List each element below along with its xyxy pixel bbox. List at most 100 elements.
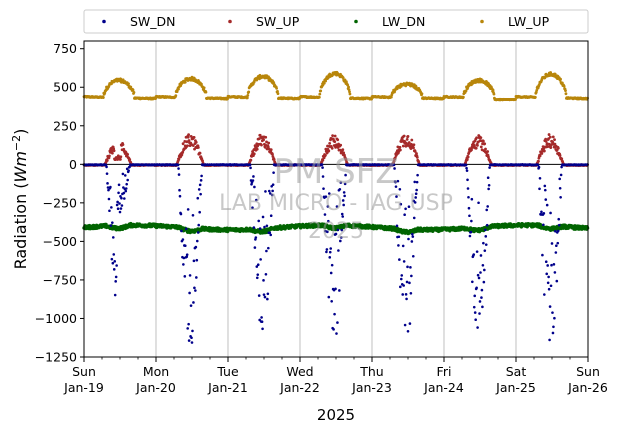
lw-up-point <box>492 92 496 96</box>
sw-dn-point <box>406 330 410 333</box>
sw-up-point <box>108 154 111 158</box>
sw-dn-point <box>342 191 346 194</box>
lw-up-point <box>132 90 136 94</box>
sw-dn-point <box>261 215 265 219</box>
sw-dn-point <box>333 312 336 316</box>
sw-up-point <box>185 140 189 144</box>
sw-dn-point <box>543 293 546 296</box>
sw-dn-point <box>327 219 330 223</box>
sw-dn-point <box>128 165 131 169</box>
sw-dn-point <box>410 240 414 243</box>
sw-dn-point <box>335 205 339 208</box>
sw-dn-point <box>124 187 128 190</box>
sw-dn-point <box>559 173 563 177</box>
sw-dn-point <box>196 231 200 234</box>
lw-up-point <box>200 82 203 86</box>
sw-dn-point <box>269 214 273 217</box>
sw-dn-point <box>397 244 400 247</box>
sw-up-point <box>465 158 469 161</box>
lw-up-point <box>348 92 352 96</box>
sw-dn-point <box>340 212 344 216</box>
sw-dn-point <box>116 207 120 210</box>
sw-dn-point <box>182 263 185 266</box>
sw-up-point <box>185 144 189 148</box>
sw-dn-point <box>555 279 559 283</box>
lw-up-point <box>276 90 279 93</box>
lw-up-point <box>246 93 250 97</box>
sw-dn-point <box>474 318 477 322</box>
sw-up-point <box>402 134 406 138</box>
sw-dn-point <box>486 176 490 179</box>
sw-dn-point <box>337 249 340 252</box>
sw-dn-point <box>485 223 489 227</box>
sw-dn-point <box>192 301 195 304</box>
lw-up-point <box>564 92 568 96</box>
lw-up-point <box>559 77 562 81</box>
sw-dn-point <box>178 194 182 198</box>
sw-dn-point <box>265 224 269 228</box>
sw-dn-point <box>339 236 343 239</box>
sw-dn-point <box>267 189 271 193</box>
lw-up-point <box>514 98 517 101</box>
legend-label: LW_UP <box>508 14 550 29</box>
sw-up-point <box>267 141 271 145</box>
sw-dn-point <box>120 204 124 207</box>
x-tick-date: Jan-22 <box>279 380 320 395</box>
lw-up-point <box>275 86 278 90</box>
sw-up-point <box>405 138 409 141</box>
sw-up-point <box>553 142 557 146</box>
sw-up-point <box>415 152 418 155</box>
sw-dn-point <box>487 187 490 191</box>
sw-up-point <box>474 146 478 150</box>
sw-dn-point <box>256 273 260 276</box>
x-tick-date: Jan-26 <box>567 380 608 395</box>
y-axis-label: Radiation (Wm−2) <box>10 129 30 270</box>
sw-dn-point <box>109 185 112 189</box>
sw-dn-point <box>254 236 258 239</box>
sw-dn-point <box>343 182 347 186</box>
sw-dn-point <box>336 228 340 232</box>
sw-dn-point <box>109 224 113 227</box>
sw-up-point <box>264 135 268 139</box>
sw-dn-point <box>556 229 560 233</box>
sw-dn-point <box>465 169 469 172</box>
sw-dn-point <box>107 188 110 192</box>
sw-dn-point <box>469 230 473 234</box>
sw-dn-point <box>476 326 479 329</box>
sw-dn-point <box>412 216 416 220</box>
sw-dn-point <box>271 183 275 186</box>
sw-dn-point <box>114 275 118 279</box>
sw-up-point <box>404 141 408 145</box>
sw-up-point <box>105 159 109 162</box>
sw-dn-point <box>118 202 121 205</box>
sw-up-point <box>407 141 411 144</box>
sw-dn-point <box>188 274 192 277</box>
sw-dn-point <box>195 239 199 243</box>
sw-dn-point <box>545 203 549 207</box>
sw-dn-point <box>251 206 254 209</box>
sw-up-point <box>475 136 479 140</box>
lw-up-point <box>347 85 350 89</box>
sw-dn-point <box>107 197 111 201</box>
sw-dn-point <box>340 228 344 232</box>
lw-up-point <box>276 92 280 96</box>
sw-dn-point <box>125 182 129 186</box>
sw-dn-point <box>323 213 327 216</box>
sw-dn-point <box>328 256 332 259</box>
sw-dn-point <box>271 189 274 193</box>
sw-dn-point <box>120 196 123 200</box>
sw-dn-point <box>265 249 268 253</box>
sw-dn-point <box>477 201 480 205</box>
sw-up-point <box>126 153 130 156</box>
x-axis-label: 2025 <box>317 406 355 424</box>
sw-dn-point <box>344 173 347 177</box>
sw-dn-point <box>546 281 550 285</box>
sw-dn-point <box>252 226 256 229</box>
sw-dn-point <box>477 276 481 280</box>
sw-dn-point <box>189 304 193 307</box>
sw-dn-point <box>198 210 201 214</box>
y-tick-label: −1000 <box>35 311 77 326</box>
sw-up-point <box>194 140 198 144</box>
sw-dn-point <box>124 189 128 193</box>
sw-dn-point <box>321 175 325 178</box>
